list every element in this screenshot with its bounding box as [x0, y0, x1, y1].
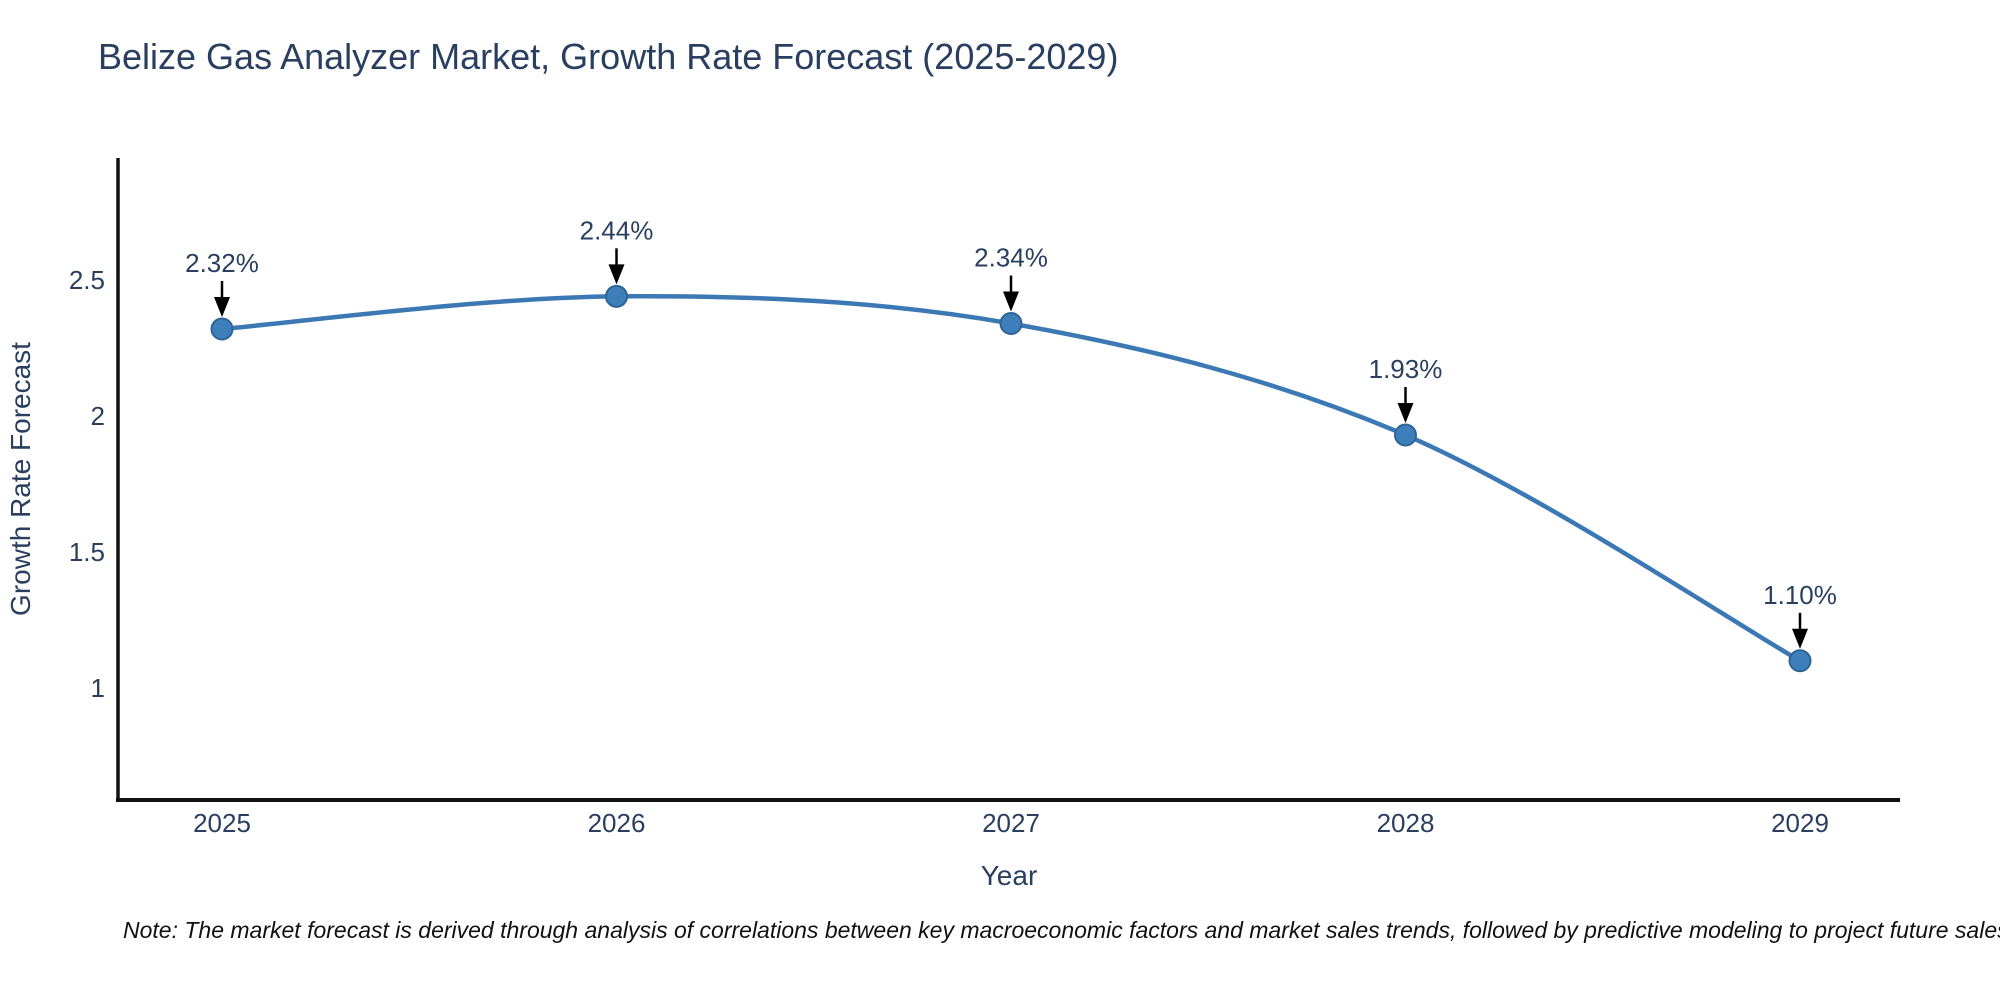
x-axis-title: Year — [981, 860, 1038, 891]
chart-footnote: Note: The market forecast is derived thr… — [123, 917, 2000, 943]
data-point-2025[interactable] — [210, 317, 234, 341]
y-tick-label: 1.5 — [69, 537, 105, 567]
x-tick-label: 2026 — [588, 808, 646, 838]
data-label-2029: 1.10% — [1763, 580, 1837, 610]
annotation-arrowhead-icon — [1792, 628, 1808, 649]
y-axis-title: Growth Rate Forecast — [5, 342, 36, 616]
data-point-2026[interactable] — [605, 284, 628, 308]
annotation-arrowhead-icon — [214, 296, 230, 317]
forecast-line — [221, 293, 1802, 663]
data-label-2027: 2.34% — [974, 243, 1048, 273]
data-label-2026: 2.44% — [580, 215, 654, 245]
annotation-arrowhead-icon — [608, 264, 625, 285]
annotation-arrowhead-icon — [1003, 291, 1019, 312]
y-tick-label: 2 — [91, 401, 105, 431]
data-label-2028: 1.93% — [1369, 354, 1443, 384]
chart-title: Belize Gas Analyzer Market, Growth Rate … — [98, 36, 1119, 77]
x-tick-label: 2028 — [1377, 808, 1435, 838]
data-point-2027[interactable] — [999, 312, 1023, 336]
annotation-arrowhead-icon — [1397, 403, 1414, 424]
y-tick-label: 2.5 — [69, 265, 105, 295]
data-point-2029[interactable] — [1788, 649, 1812, 673]
x-tick-label: 2029 — [1771, 808, 1829, 838]
x-tick-label: 2027 — [982, 808, 1040, 838]
data-point-2028[interactable] — [1394, 423, 1417, 447]
data-label-2025: 2.32% — [185, 248, 259, 278]
y-tick-label: 1 — [91, 673, 105, 703]
x-tick-label: 2025 — [193, 808, 251, 838]
